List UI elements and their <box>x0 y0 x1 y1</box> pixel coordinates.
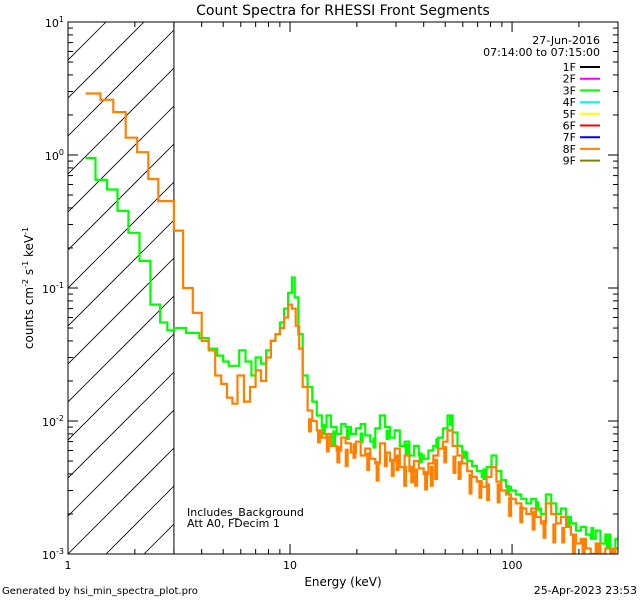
y-tick-label: 10-1 <box>42 281 64 296</box>
date-label: 27-Jun-2016 <box>532 34 600 47</box>
y-tick-label: 10-3 <box>42 547 64 562</box>
hatch-line <box>68 22 183 137</box>
x-axis-label: Energy (keV) <box>304 575 381 589</box>
x-tick-labels: 1 10 100 <box>65 559 523 572</box>
timestamp-label: 25-Apr-2023 23:53 <box>534 584 637 597</box>
hatch-region <box>68 22 618 554</box>
legend-label: 2F <box>563 73 576 86</box>
y-tick-labels: 101 100 10-1 10-2 10-3 <box>42 15 64 562</box>
legend-label: 9F <box>563 155 576 168</box>
generated-by-label: Generated by hsi_min_spectra_plot.pro <box>2 586 198 597</box>
hatch-mask <box>173 22 618 554</box>
series-3f <box>85 156 618 550</box>
legend-label: 5F <box>563 108 576 121</box>
y-tick-label: 100 <box>45 148 64 163</box>
legend-label: 3F <box>563 84 576 97</box>
hatch-line <box>68 22 221 175</box>
x-tick-label: 1 <box>65 559 72 572</box>
y-axis-label: counts cm-2 s-1 keV-1 <box>21 227 36 349</box>
legend-label: 7F <box>563 131 576 144</box>
legend-label: 8F <box>563 143 576 156</box>
time-range-label: 07:14:00 to 07:15:00 <box>483 46 600 59</box>
x-tick-label: 10 <box>283 559 297 572</box>
legend-label: 1F <box>563 61 576 74</box>
chart-title: Count Spectra for RHESSI Front Segments <box>196 3 490 19</box>
axis-ticks <box>67 21 619 555</box>
series-layer <box>85 92 618 554</box>
legend-label: 4F <box>563 96 576 109</box>
annotation-attenuator: Att A0, FDecim 1 <box>187 517 280 530</box>
y-tick-label: 101 <box>45 15 64 30</box>
legend-label: 6F <box>563 120 576 133</box>
x-tick-label: 100 <box>502 559 523 572</box>
y-tick-label: 10-2 <box>42 414 64 429</box>
hatch-line <box>68 22 259 213</box>
annotation-background: Includes_Background <box>187 506 304 519</box>
